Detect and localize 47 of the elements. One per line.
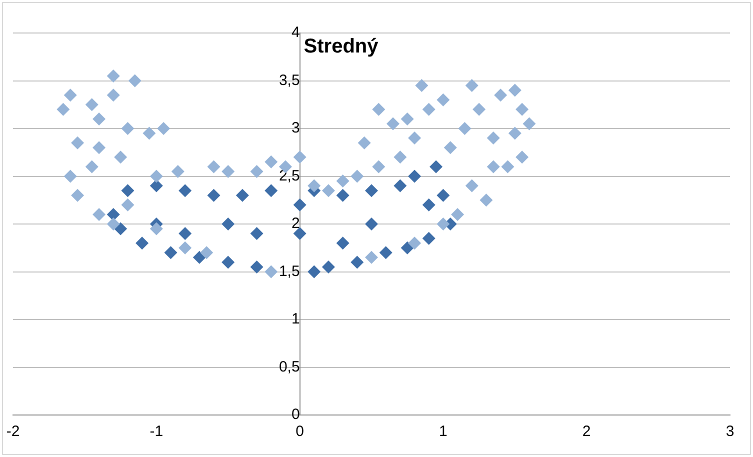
x-tick-label: 3	[726, 423, 734, 440]
point	[336, 236, 350, 250]
point	[365, 184, 378, 198]
point	[322, 260, 335, 274]
point	[264, 184, 278, 198]
chart-title: Stredný	[304, 36, 380, 58]
point	[164, 246, 178, 260]
point	[222, 256, 235, 269]
point	[207, 188, 220, 202]
x-tick-label: 2	[582, 423, 591, 440]
y-tick-label: 2	[291, 215, 300, 232]
point	[178, 184, 192, 198]
point	[250, 260, 264, 274]
point	[114, 222, 128, 236]
y-tick-label: 3,5	[278, 72, 300, 89]
x-tick-label: -2	[6, 423, 20, 440]
y-tick-label: 1	[291, 310, 300, 328]
point	[150, 179, 163, 192]
point	[308, 265, 321, 278]
point	[192, 250, 206, 264]
point	[422, 198, 436, 212]
point	[350, 256, 364, 269]
point	[336, 188, 350, 202]
y-tick-label: 0,5	[278, 358, 300, 376]
point	[106, 208, 120, 221]
point	[379, 246, 392, 260]
y-tick-label: 0	[291, 406, 300, 424]
point	[400, 241, 414, 254]
point	[430, 160, 443, 174]
point	[422, 232, 436, 245]
point	[222, 218, 235, 230]
y-tick-label: 4	[291, 24, 300, 42]
point	[293, 227, 306, 240]
point	[136, 236, 149, 250]
y-tick-label: 1,5	[278, 262, 300, 280]
point	[236, 188, 249, 202]
point	[293, 198, 306, 212]
y-tick-label: 3	[291, 120, 300, 137]
point	[394, 179, 407, 192]
point	[365, 218, 378, 230]
x-tick-label: 1	[439, 423, 448, 440]
point	[408, 170, 422, 183]
point	[250, 227, 264, 240]
point	[178, 227, 192, 240]
point	[436, 188, 450, 202]
point	[121, 184, 134, 198]
x-tick-label: -1	[150, 423, 164, 440]
